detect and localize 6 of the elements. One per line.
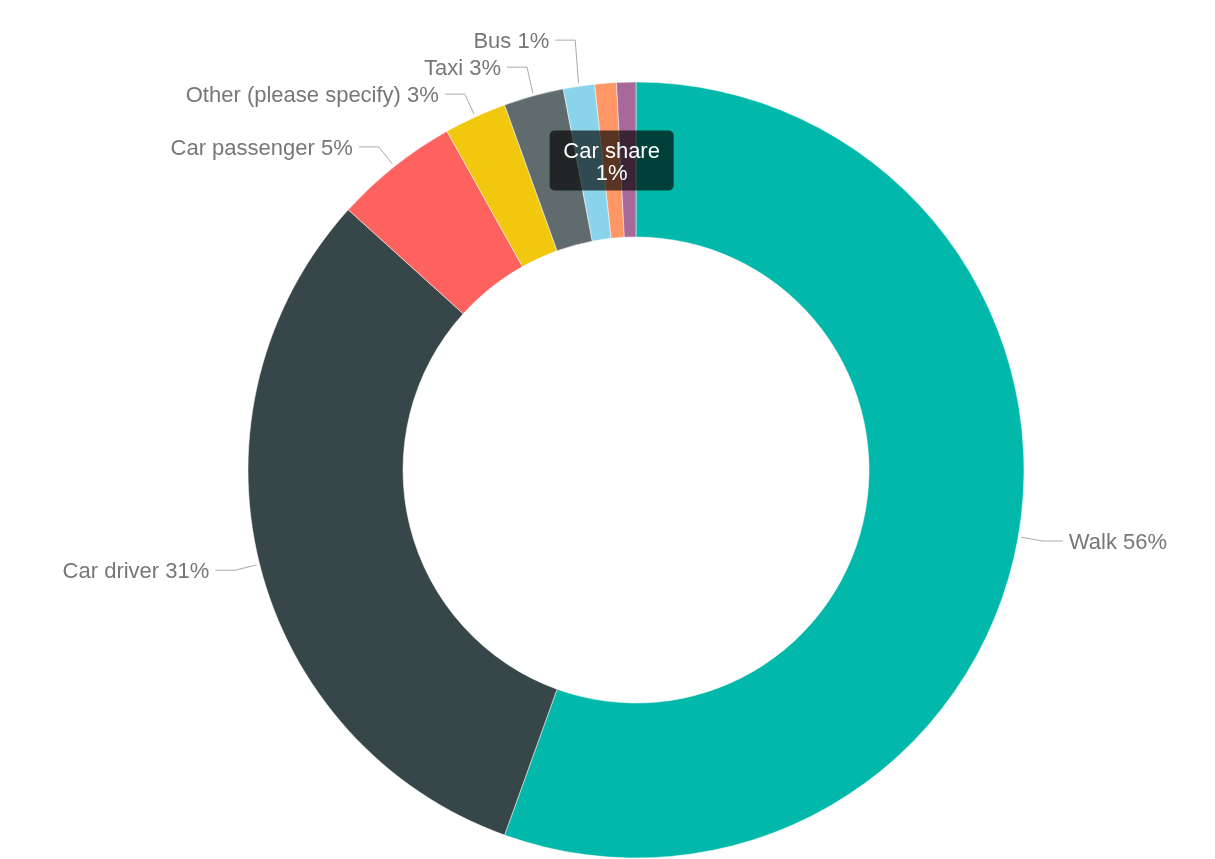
- slice-label: Car driver 31%: [62, 557, 210, 583]
- slice-label: Other (please specify) 3%: [185, 81, 439, 107]
- slice-label: Walk 56%: [1068, 528, 1168, 554]
- slice-label: Car passenger 5%: [170, 134, 353, 160]
- slice-label: Bus 1%: [473, 27, 550, 53]
- slice-label: Taxi 3%: [423, 54, 502, 80]
